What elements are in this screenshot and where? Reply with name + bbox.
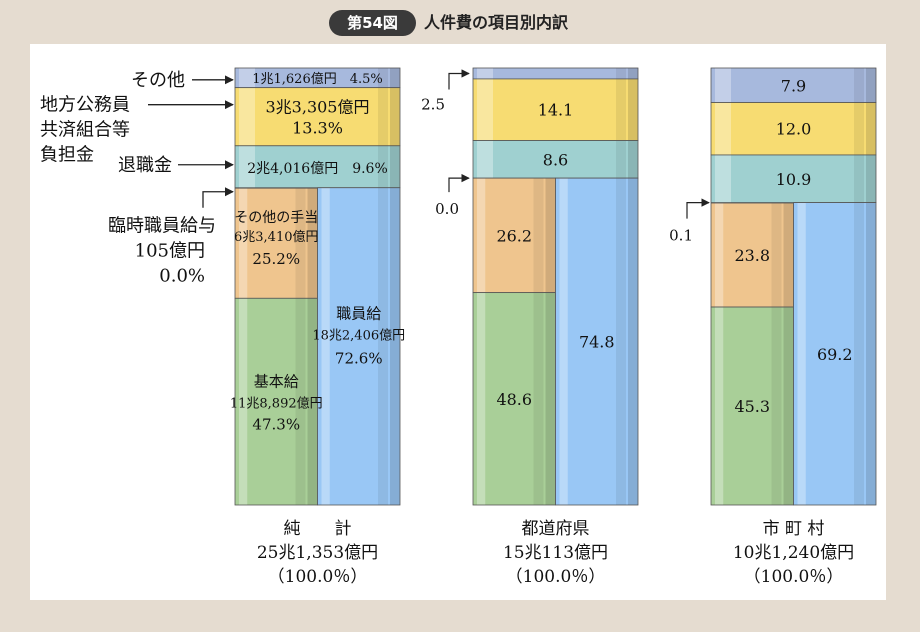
label-teate-1: 26.2 bbox=[496, 226, 532, 245]
total-label-1: 15兆113億円 bbox=[503, 543, 608, 563]
label-rinji-2: 0.1 bbox=[669, 227, 693, 245]
label-kihon-name-0: 基本給 bbox=[254, 372, 299, 390]
label-sonota-0: 1兆1,626億円 4.5% bbox=[252, 71, 383, 87]
total-pct-label-1: （100.0％） bbox=[506, 567, 606, 587]
stacked-bar-chart: 1兆1,626億円 4.5% 3兆3,305億円 13.3% 2兆4,016億円 9.… bbox=[40, 67, 877, 587]
bar-sonota-2 bbox=[710, 67, 877, 103]
category-label-1: 都道府県 bbox=[522, 519, 590, 539]
figure-title: 人件費の項目別内訳 bbox=[424, 13, 569, 32]
label-taishoku-2: 10.9 bbox=[776, 170, 812, 189]
annot-rinji-arrow bbox=[202, 187, 234, 208]
annot-kyosai-line1: 地方公務員 bbox=[40, 95, 130, 116]
bar-kihon-1 bbox=[472, 292, 556, 506]
callout-sonota-1 bbox=[448, 69, 470, 90]
annot-rinji-name: 臨時職員給与 bbox=[108, 216, 216, 237]
label-sonota-2: 7.9 bbox=[781, 76, 806, 95]
label-shokuin-amount-0: 18兆2,406億円 bbox=[312, 328, 405, 344]
label-kyosai-1: 14.1 bbox=[538, 101, 574, 120]
annot-taishoku: 退職金 bbox=[118, 155, 172, 176]
label-teate-name-0: その他の手当 bbox=[234, 210, 318, 226]
total-pct-label-0: （100.0％） bbox=[268, 567, 368, 587]
bar-shokuin-2 bbox=[793, 202, 877, 506]
figure-number-badge: 第54図 bbox=[329, 10, 416, 36]
bar-teate-0 bbox=[234, 187, 318, 299]
category-label-2: 市 町 村 bbox=[763, 519, 825, 539]
total-label-0: 25兆1,353億円 bbox=[257, 543, 378, 563]
annot-rinji-amount: 105億円 bbox=[135, 241, 205, 262]
label-kyosai-amount-0: 3兆3,305億円 bbox=[266, 98, 370, 117]
bar-sonota-1 bbox=[472, 67, 639, 80]
label-shokuin-2: 69.2 bbox=[817, 345, 853, 364]
bar-shokuin-0 bbox=[317, 187, 401, 506]
annot-rinji-pct: 0.0% bbox=[159, 266, 205, 287]
bar-kyosai-2 bbox=[710, 102, 877, 156]
label-taishoku-0: 2兆4,016億円 9.6% bbox=[247, 161, 388, 177]
bar-kyosai-1 bbox=[472, 78, 639, 141]
bar-taishoku-2 bbox=[710, 154, 877, 203]
bar-taishoku-0 bbox=[234, 145, 401, 189]
category-label-0: 純 計 bbox=[284, 519, 352, 539]
label-kyosai-pct-0: 13.3% bbox=[292, 119, 343, 138]
label-teate-pct-0: 25.2% bbox=[252, 250, 300, 268]
annot-kyosai-line3: 負担金 bbox=[40, 145, 94, 166]
label-kihon-2: 45.3 bbox=[734, 397, 770, 416]
bar-kihon-0 bbox=[234, 297, 318, 506]
label-rinji-1: 0.0 bbox=[435, 200, 459, 218]
label-kyosai-2: 12.0 bbox=[776, 120, 812, 139]
bar-teate-1 bbox=[472, 177, 556, 294]
label-teate-2: 23.8 bbox=[734, 246, 770, 265]
label-teate-amount-0: 6兆3,410億円 bbox=[234, 229, 319, 245]
label-kihon-pct-0: 47.3% bbox=[252, 415, 300, 433]
label-taishoku-1: 8.6 bbox=[543, 150, 568, 169]
bar-kyosai-0 bbox=[234, 87, 401, 147]
bar-kihon-2 bbox=[710, 306, 794, 506]
label-shokuin-name-0: 職員給 bbox=[336, 305, 381, 323]
label-shokuin-1: 74.8 bbox=[579, 333, 615, 352]
bar-taishoku-1 bbox=[472, 140, 639, 179]
bar-shokuin-1 bbox=[555, 177, 639, 506]
label-kihon-1: 48.6 bbox=[496, 390, 532, 409]
figure-header: 第54図 人件費の項目別内訳 bbox=[0, 0, 920, 44]
label-kihon-amount-0: 11兆8,892億円 bbox=[230, 395, 323, 411]
total-pct-label-2: （100.0％） bbox=[744, 567, 844, 587]
chart-panel: 1兆1,626億円 4.5% 3兆3,305億円 13.3% 2兆4,016億円 9.… bbox=[30, 44, 886, 600]
callout-rinji-1 bbox=[448, 173, 470, 193]
annot-sonota: その他 bbox=[131, 70, 185, 91]
label-sonota-1: 2.5 bbox=[421, 95, 445, 113]
total-label-2: 10兆1,240億円 bbox=[733, 543, 854, 563]
callout-rinji-2 bbox=[686, 198, 710, 219]
bar-teate-2 bbox=[710, 202, 794, 308]
annot-kyosai-line2: 共済組合等 bbox=[40, 120, 130, 141]
label-shokuin-pct-0: 72.6% bbox=[335, 350, 383, 368]
